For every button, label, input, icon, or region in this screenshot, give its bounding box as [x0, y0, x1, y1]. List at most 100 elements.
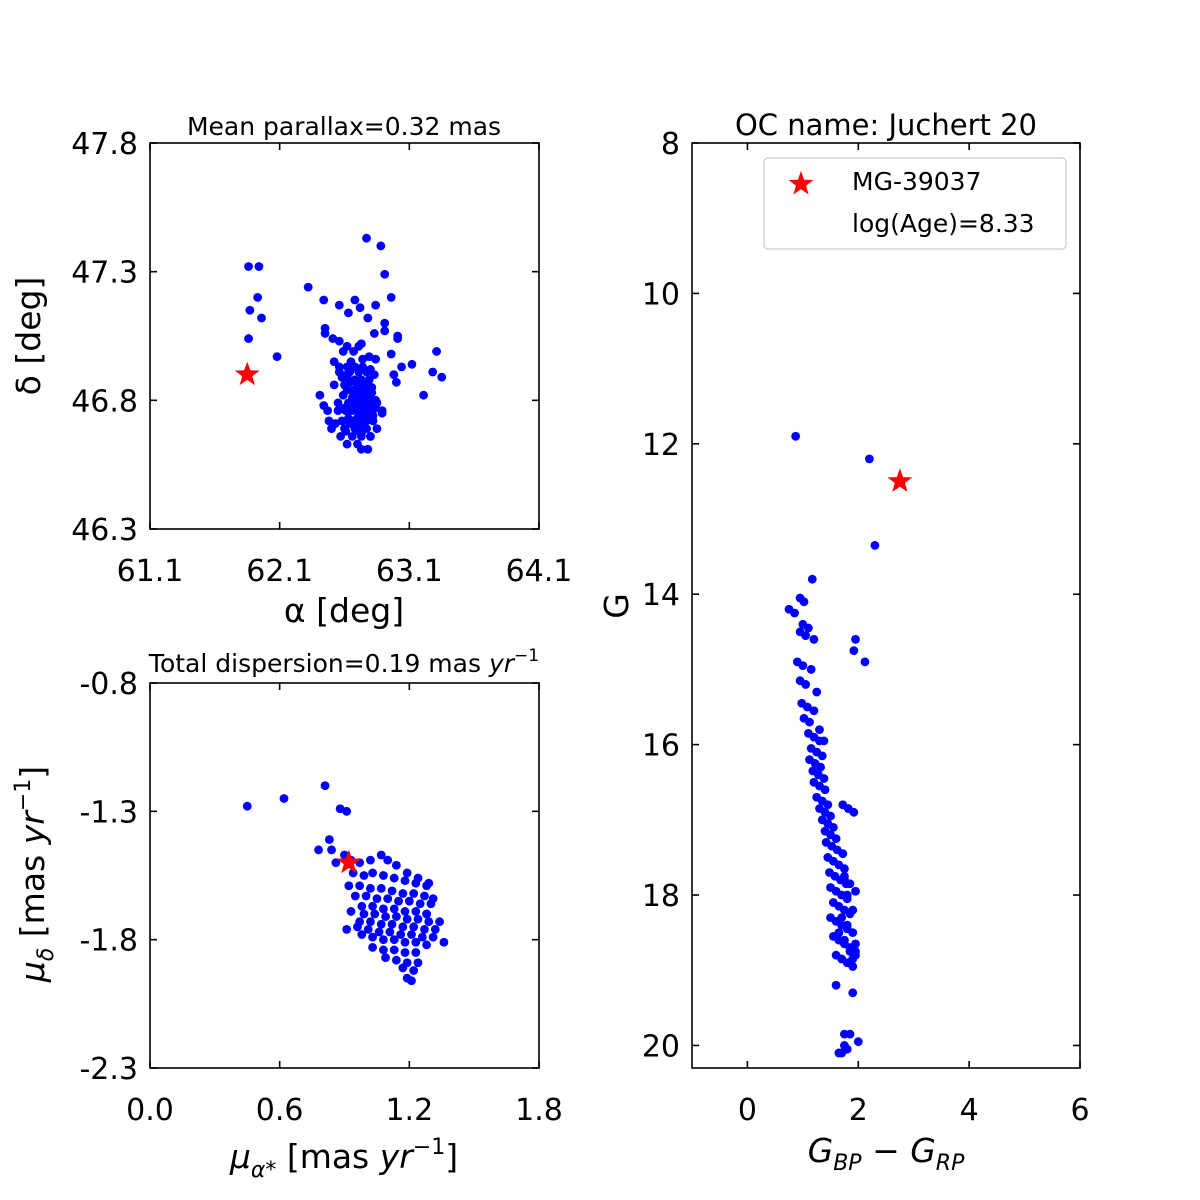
data-point — [338, 390, 348, 400]
data-point — [432, 347, 441, 356]
data-point — [379, 945, 388, 955]
data-point — [849, 807, 859, 817]
data-point — [820, 785, 830, 795]
cmd-x-axis-label: GBP − GRP — [808, 1131, 965, 1176]
data-point — [367, 388, 377, 398]
data-point — [342, 806, 352, 816]
legend-star-icon — [788, 171, 814, 195]
data-point — [802, 702, 812, 712]
data-point — [320, 329, 330, 338]
data-point — [338, 347, 348, 356]
data-point — [381, 912, 390, 921]
data-point — [848, 954, 858, 964]
data-point — [346, 907, 356, 916]
data-point — [848, 905, 858, 915]
data-point — [340, 380, 349, 390]
data-point — [386, 349, 396, 359]
data-point — [376, 919, 386, 929]
x-tick-label: 0 — [738, 1093, 757, 1128]
data-point — [349, 347, 358, 356]
sky-plot-frame — [149, 142, 540, 530]
data-point — [404, 896, 414, 906]
y-tick-label: -1.3 — [79, 795, 138, 830]
data-point — [279, 794, 289, 803]
data-point — [383, 894, 393, 903]
data-point — [372, 424, 382, 434]
data-point — [257, 313, 266, 323]
data-point — [359, 380, 369, 390]
data-point — [380, 318, 390, 328]
sky-y-axis-label: δ [deg] — [9, 277, 48, 396]
data-point — [840, 1041, 849, 1050]
data-point — [424, 917, 434, 927]
data-point — [320, 781, 330, 791]
data-point — [383, 855, 393, 865]
data-point — [254, 262, 264, 271]
panel-sky-position: Mean parallax=0.32 mas 61.1 62.1 63.1 64.1 4… — [9, 112, 572, 630]
data-point — [331, 858, 341, 868]
data-point — [353, 398, 362, 408]
data-point — [812, 687, 822, 697]
data-point — [333, 406, 343, 416]
data-point — [341, 426, 351, 436]
data-point — [402, 868, 412, 878]
x-tick-label: 1.8 — [515, 1093, 563, 1128]
data-point — [342, 925, 352, 934]
data-point — [358, 388, 368, 398]
pm-x-axis-label: μα* [mas yr−1] — [229, 1135, 458, 1183]
y-tick-label: 14 — [642, 578, 680, 613]
y-tick-label: 47.8 — [71, 127, 138, 162]
data-point — [407, 976, 416, 986]
data-point — [244, 334, 253, 343]
y-tick-label: 8 — [661, 127, 680, 162]
sky-points — [234, 233, 447, 454]
data-point — [805, 717, 814, 727]
data-point — [845, 947, 855, 956]
y-tick-label: 46.8 — [71, 384, 138, 419]
data-point — [845, 1029, 855, 1039]
data-point — [376, 241, 386, 251]
panel-pm-title: Total dispersion=0.19 mas yr−1 — [148, 646, 539, 678]
data-point — [413, 958, 423, 968]
data-point — [334, 336, 344, 346]
x-tick-label: 64.1 — [506, 554, 573, 589]
data-point — [394, 896, 403, 906]
x-tick-label: 0.0 — [126, 1093, 174, 1128]
data-point — [359, 871, 369, 880]
data-point — [380, 269, 390, 279]
data-point — [342, 439, 352, 449]
data-point — [870, 540, 880, 550]
data-point — [333, 398, 343, 408]
data-point — [815, 736, 824, 746]
data-point — [422, 940, 432, 950]
data-point — [343, 398, 353, 408]
data-point — [354, 367, 364, 377]
data-point — [366, 917, 375, 927]
data-point — [356, 339, 366, 349]
data-point — [389, 935, 399, 945]
data-point — [397, 362, 406, 372]
data-point — [347, 416, 357, 426]
data-point — [363, 444, 373, 454]
data-point — [819, 774, 829, 783]
data-point — [331, 419, 340, 428]
x-tick-label: 63.1 — [376, 554, 443, 589]
data-point — [342, 370, 352, 379]
data-point — [272, 352, 282, 361]
data-point — [350, 295, 360, 305]
data-point — [435, 917, 444, 927]
data-point — [393, 334, 403, 343]
data-point — [409, 966, 419, 975]
data-point — [848, 988, 858, 998]
data-point — [376, 883, 386, 893]
data-point — [420, 925, 429, 934]
data-point — [407, 930, 416, 939]
data-point — [314, 845, 323, 855]
data-point — [368, 868, 377, 878]
data-point — [400, 937, 410, 947]
data-point — [361, 891, 371, 901]
data-point — [377, 408, 387, 418]
data-point — [804, 623, 813, 633]
data-point — [849, 646, 859, 656]
